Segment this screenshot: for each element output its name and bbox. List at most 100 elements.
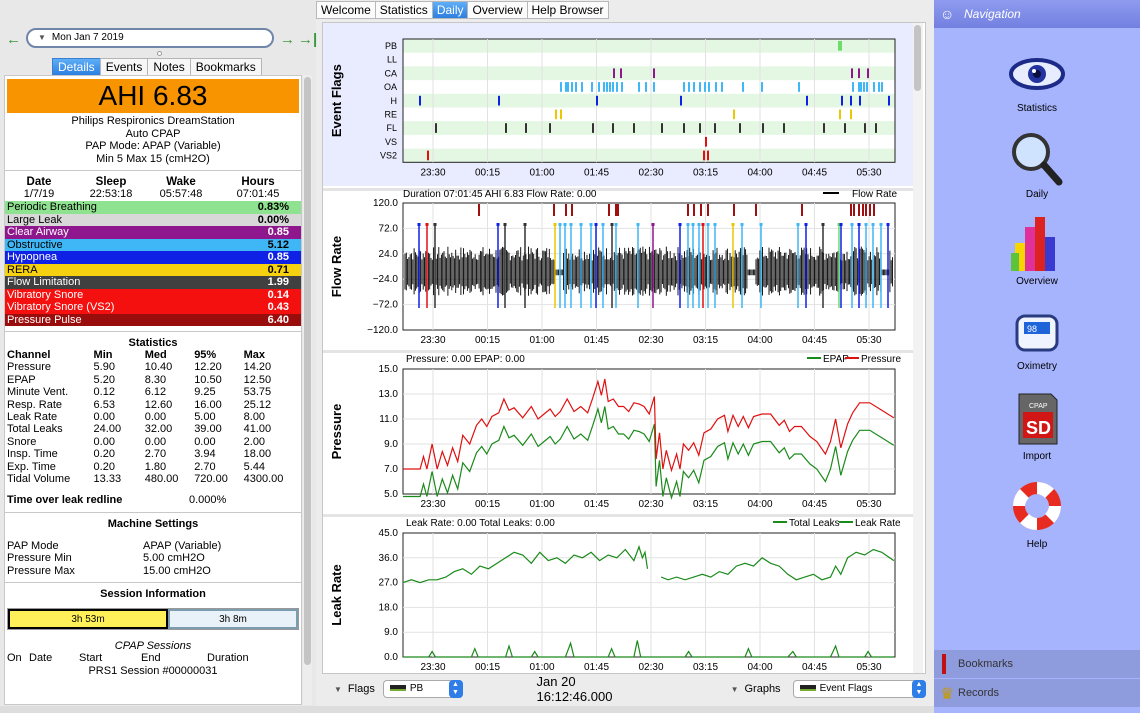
flow-event-marker [601,223,605,226]
event-row[interactable]: RERA 0.71 [5,263,301,276]
event-row[interactable]: Vibratory Snore 0.14 [5,288,301,301]
stats-cell: 5.20 [93,373,115,386]
graph-scroll-thumb[interactable] [914,25,921,91]
plot-frame [402,202,896,331]
stats-row: Tidal Volume 13.33 480.00 720.00 4300.00 [7,473,301,486]
stats-cell: 720.00 [194,473,228,486]
machine-settings-title: Machine Settings [107,517,199,530]
event-row[interactable]: Clear Airway 0.85 [5,226,301,239]
date-picker[interactable]: ▼ Mon Jan 7 2019 [26,28,274,48]
prev-day-icon[interactable]: ← [6,31,21,48]
flag-mark [783,123,785,133]
nav-statistics[interactable]: Statistics [994,52,1080,114]
left-scrollbar[interactable] [303,75,312,705]
machine-settings: PAP Mode APAP (Variable) Pressure Min 5.00 … [5,540,301,577]
graphs-svg[interactable]: PB LL CA OA H RE FL VS VS2 23:30 00:15 01:00 01:45 02… [323,23,938,675]
flag-mark [859,95,861,106]
ahi-banner: AHI 6.83 [7,79,299,113]
flow-header: Duration 07:01:45 AHI 6.83 Flow Rate: 0.… [403,189,597,200]
nav-records[interactable]: ♛ Records [934,679,1140,707]
stats-row: Snore 0.00 0.00 0.00 2.00 [7,435,301,448]
stats-cell: Resp. Rate [7,398,63,411]
event-row[interactable]: Pressure Pulse 6.40 [5,313,301,326]
nav-import[interactable]: SD CPAP Import [994,390,1080,462]
flag-mark [620,68,622,79]
flag-mark [850,109,852,120]
session-line[interactable]: PRS1 Session #00000031 [88,664,218,677]
flag-mark [806,95,808,106]
tab-welcome[interactable]: Welcome [316,1,376,19]
stats-header: 95% [194,349,217,361]
tab-statistics[interactable]: Statistics [374,1,433,19]
pressure-pulse-mark [700,204,702,216]
event-row[interactable]: Large Leak 0.00% [5,213,301,226]
x-tick-label: 00:15 [475,167,500,178]
nav-oximetry[interactable]: 98 Oximetry [994,310,1080,372]
event-row[interactable]: Vibratory Snore (VS2) 0.43 [5,301,301,314]
nav-overview[interactable]: Overview [994,213,1080,287]
flow-event-marker [651,223,655,226]
leak-redline-value: 0.000% [189,494,227,507]
summary-header: Sleep [95,176,127,188]
stats-cell: 0.00 [194,435,216,448]
session-bar-1[interactable]: 3h 53m [8,609,168,630]
x-tick-label: 01:00 [529,335,554,346]
setting-value: 5.00 cmH2O [143,552,205,565]
flag-mark [613,68,615,79]
pressure-pulse-mark [850,204,852,216]
event-row[interactable]: Periodic Breathing 0.83% [5,201,301,214]
nav-daily[interactable]: Daily [994,130,1080,200]
nav-help[interactable]: Help [994,478,1080,550]
event-row[interactable]: Flow Limitation 1.99 [5,276,301,289]
nav-bookmarks[interactable]: Bookmarks [934,650,1140,678]
next-day-icon[interactable]: → [280,31,295,48]
flag-mark [703,150,705,161]
flags-toggle-icon[interactable]: ▼ [334,684,342,694]
event-value: 0.85 [267,251,289,263]
graphs-combo[interactable]: Event Flags ▲ ▼ [792,680,927,698]
flag-mark [596,95,598,106]
flag-row-label: CA [384,68,397,78]
flag-mark [612,82,614,92]
tab-daily[interactable]: Daily [431,1,469,19]
event-row[interactable]: Obstructive 5.12 [5,238,301,251]
flag-mark [591,82,593,92]
bookmark-icon [942,654,946,674]
flag-row-label: LL [387,55,397,65]
nav-label: Overview [1016,276,1058,287]
tab-bookmarks[interactable]: Bookmarks [189,58,262,76]
x-tick-label: 05:30 [856,335,881,346]
event-value: 0.83% [257,201,289,213]
navigation-pane: ☺ Navigation Statistics Daily Overview 9… [934,0,1140,713]
event-name: RERA [7,263,38,276]
flag-mark [435,123,437,133]
y-tick-label: 11.0 [379,414,398,425]
flag-mark [878,82,880,92]
stats-cell: 5.90 [93,361,115,374]
stats-cell: Snore [7,435,37,448]
flag-row-label: OA [384,82,397,92]
flow-event-marker [553,223,557,226]
tab-overview[interactable]: Overview [467,1,528,19]
x-tick-label: 04:00 [747,167,772,178]
last-day-icon[interactable]: →| [298,31,318,48]
tab-notes[interactable]: Notes [147,58,191,76]
bottom-bar: ▼ Flags PB ▲ ▼ Jan 20 16:12:46.000 ▼ Graph… [322,674,927,704]
flow-event-marker [558,223,562,226]
flow-event-marker [857,223,861,226]
left-scroll-thumb[interactable] [304,77,311,665]
event-row[interactable]: Hypopnea 0.85 [5,251,301,264]
flag-mark [851,68,853,79]
flag-mark [581,82,583,92]
summary-header: Hours [241,176,275,188]
event-name: Vibratory Snore (VS2) [7,301,115,313]
tab-help-browser[interactable]: Help Browser [526,1,609,19]
tab-events[interactable]: Events [99,58,149,76]
graphs-toggle-icon[interactable]: ▼ [730,684,739,694]
flags-combo[interactable]: PB ▲ ▼ [382,680,463,698]
session-bar-2[interactable]: 3h 8m [168,609,298,630]
flag-mark [715,82,717,92]
tab-details[interactable]: Details [52,58,101,76]
graph-scrollbar[interactable] [913,23,923,673]
